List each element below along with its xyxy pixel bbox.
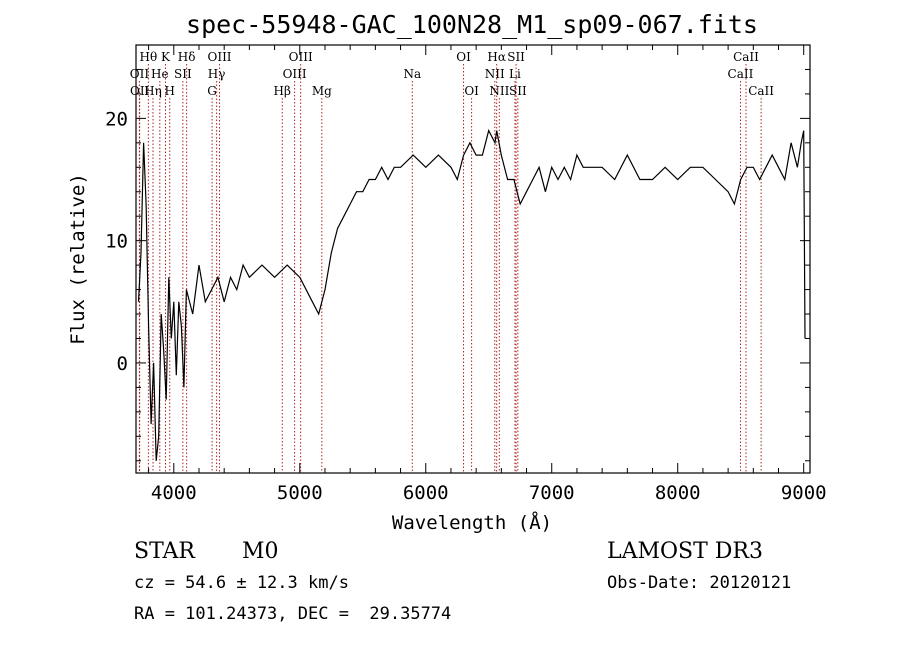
x-tick-label: 5000 [277, 482, 323, 504]
line-label-10: Hγ [208, 67, 226, 81]
line-label-12: OIII [289, 50, 313, 64]
line-label-15: Mg [312, 84, 332, 98]
x-axis-label: Wavelength (Å) [392, 511, 552, 534]
y-axis-label: Flux (relative) [67, 173, 89, 345]
axis-ticks: 4000 5000 6000 7000 8000 9000 0 10 20 [105, 44, 827, 504]
y-tick-label: 20 [105, 108, 128, 130]
line-label-19: Hα [487, 50, 506, 64]
object-subclass: M0 [242, 539, 279, 564]
x-tick-label: 9000 [781, 482, 827, 504]
line-label-18: OI [464, 84, 479, 98]
line-label-24: SII [509, 84, 527, 98]
line-label-27: CaII [748, 84, 774, 98]
emission-line-labels: Hθ OII OII K He Hη Hδ SII H OIII Hγ G OIII OIII Hβ Mg Na… [130, 50, 775, 98]
spectrum-line [137, 128, 806, 461]
line-label-17: OI [456, 50, 471, 64]
x-tick-label: 4000 [151, 482, 197, 504]
line-label-5: Hη [144, 84, 162, 98]
plot-frame [135, 44, 811, 474]
survey-name: LAMOST DR3 [607, 539, 763, 564]
observation-date: Obs-Date: 20120121 [607, 573, 792, 593]
line-label-7: SII [174, 67, 192, 81]
line-label-14: Hβ [274, 84, 291, 98]
line-label-13: OIII [283, 67, 307, 81]
line-label-20: NII [485, 67, 505, 81]
line-label-25: CaII [733, 50, 759, 64]
line-label-8: H [165, 84, 175, 98]
y-tick-label: 10 [105, 231, 128, 253]
chart-title: spec-55948-GAC_100N28_M1_sp09-067.fits [186, 10, 758, 39]
line-label-11: G [207, 84, 217, 98]
object-class: STAR [134, 539, 195, 564]
redshift-velocity: cz = 54.6 ± 12.3 km/s [134, 573, 349, 593]
line-label-23: Li [509, 67, 521, 81]
x-tick-label: 7000 [529, 482, 575, 504]
line-label-0: Hθ [139, 50, 157, 64]
line-label-26: CaII [728, 67, 754, 81]
line-label-21: NII [489, 84, 509, 98]
line-label-6: Hδ [178, 50, 196, 64]
line-label-3: K [161, 50, 171, 64]
x-tick-label: 6000 [403, 482, 449, 504]
line-label-22: SII [507, 50, 525, 64]
emission-line-markers [138, 64, 762, 473]
line-label-4: He [151, 67, 169, 81]
line-label-16: Na [403, 67, 421, 81]
coordinates: RA = 101.24373, DEC = 29.35774 [134, 604, 452, 624]
line-label-1: OII [130, 67, 150, 81]
line-label-9: OIII [207, 50, 231, 64]
y-tick-label: 0 [117, 353, 128, 375]
x-tick-label: 8000 [655, 482, 701, 504]
line-label-2: OII [130, 84, 150, 98]
